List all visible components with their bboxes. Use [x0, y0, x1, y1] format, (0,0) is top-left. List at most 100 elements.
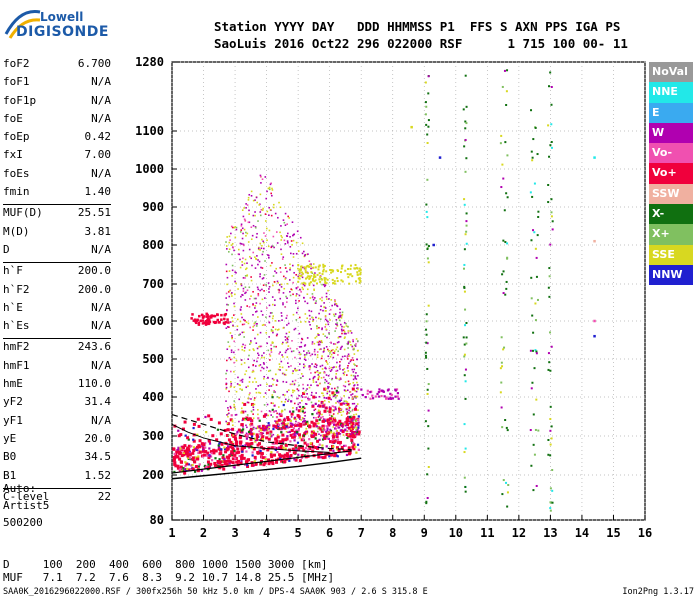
param-name: foEs: [3, 166, 30, 180]
digisonde-logo: Lowell DIGISONDE: [2, 4, 152, 52]
echo-point: [328, 431, 330, 433]
echo-point: [288, 418, 292, 421]
echo-point: [321, 392, 323, 394]
echo-point: [270, 214, 273, 217]
echo-point: [307, 275, 310, 278]
echo-point: [341, 280, 344, 283]
echo-point: [272, 383, 274, 386]
echo-point: [263, 396, 265, 398]
echo-point: [273, 426, 275, 428]
echo-point: [328, 421, 332, 425]
echo-point: [426, 141, 429, 144]
echo-point: [259, 369, 262, 372]
param-name: B1: [3, 468, 17, 482]
echo-point: [300, 291, 302, 293]
echo-point: [317, 413, 319, 415]
echo-point: [257, 294, 260, 297]
echo-point: [239, 461, 243, 465]
echo-point: [356, 273, 359, 276]
echo-point: [329, 308, 332, 311]
echo-point: [321, 402, 323, 404]
echo-point: [216, 313, 219, 316]
echo-point: [550, 425, 553, 428]
echo-point: [243, 218, 246, 221]
echo-point: [395, 388, 399, 391]
echo-point: [288, 426, 291, 429]
echo-point: [369, 397, 372, 400]
echo-point: [231, 427, 235, 431]
echo-point: [394, 395, 397, 398]
echo-point: [235, 226, 238, 229]
echo-point: [463, 374, 466, 377]
echo-point: [321, 368, 324, 370]
echo-point: [296, 430, 299, 434]
echo-point: [349, 415, 352, 418]
echo-point: [317, 422, 319, 425]
param-value: 200.0: [77, 282, 111, 296]
echo-point: [499, 142, 502, 145]
echo-point: [248, 417, 252, 421]
echo-point: [346, 417, 350, 421]
echo-point: [192, 458, 196, 462]
echo-point: [264, 220, 267, 222]
echo-point: [277, 423, 281, 427]
echo-point: [356, 381, 358, 384]
echo-point: [250, 398, 252, 400]
echo-point: [295, 319, 298, 321]
echo-point: [194, 465, 198, 469]
echo-point: [208, 442, 212, 445]
echo-point: [293, 233, 295, 236]
echo-point: [352, 359, 355, 361]
echo-point: [227, 415, 229, 418]
echo-point: [318, 410, 320, 412]
echo-point: [196, 318, 199, 322]
echo-point: [254, 267, 257, 269]
echo-point: [312, 447, 315, 450]
echo-point: [465, 105, 468, 108]
echo-point: [239, 379, 242, 382]
echo-point: [233, 249, 235, 252]
echo-point: [270, 385, 273, 387]
echo-point: [308, 438, 311, 441]
echo-point: [297, 267, 299, 270]
echo-point: [464, 490, 467, 493]
distance-muf-table: D 100 200 400 600 800 1000 1500 3000 [km…: [3, 558, 334, 584]
echo-point: [312, 266, 315, 269]
echo-point: [315, 417, 317, 419]
echo-point: [318, 264, 321, 267]
echo-point: [355, 419, 357, 422]
echo-point: [342, 329, 345, 332]
echo-point: [255, 342, 258, 344]
echo-point: [298, 294, 301, 297]
echo-point: [251, 424, 254, 427]
echo-point: [308, 263, 311, 266]
echo-point: [256, 333, 259, 336]
echo-point: [277, 328, 280, 331]
echo-point: [333, 417, 336, 419]
echo-point: [282, 327, 285, 329]
echo-point: [346, 389, 349, 392]
echo-point: [333, 387, 336, 390]
echo-point: [341, 314, 343, 317]
echo-point: [300, 345, 303, 348]
param-name: M(D): [3, 224, 30, 238]
logo-line2: DIGISONDE: [16, 24, 109, 40]
echo-point: [344, 381, 347, 383]
echo-point: [250, 279, 253, 282]
echo-point: [279, 369, 281, 371]
echo-point: [281, 409, 284, 412]
echo-point: [303, 284, 306, 287]
echo-point: [266, 366, 268, 369]
echo-point: [350, 421, 354, 425]
echo-point: [239, 242, 242, 245]
echo-point: [311, 353, 314, 356]
echo-point: [335, 432, 339, 435]
echo-point: [336, 448, 339, 451]
echo-point: [345, 325, 348, 327]
echo-point: [397, 397, 400, 400]
echo-point: [287, 365, 290, 368]
echo-point: [277, 282, 279, 284]
echo-point: [350, 415, 353, 418]
echo-point: [262, 323, 265, 326]
echo-point: [324, 307, 327, 309]
